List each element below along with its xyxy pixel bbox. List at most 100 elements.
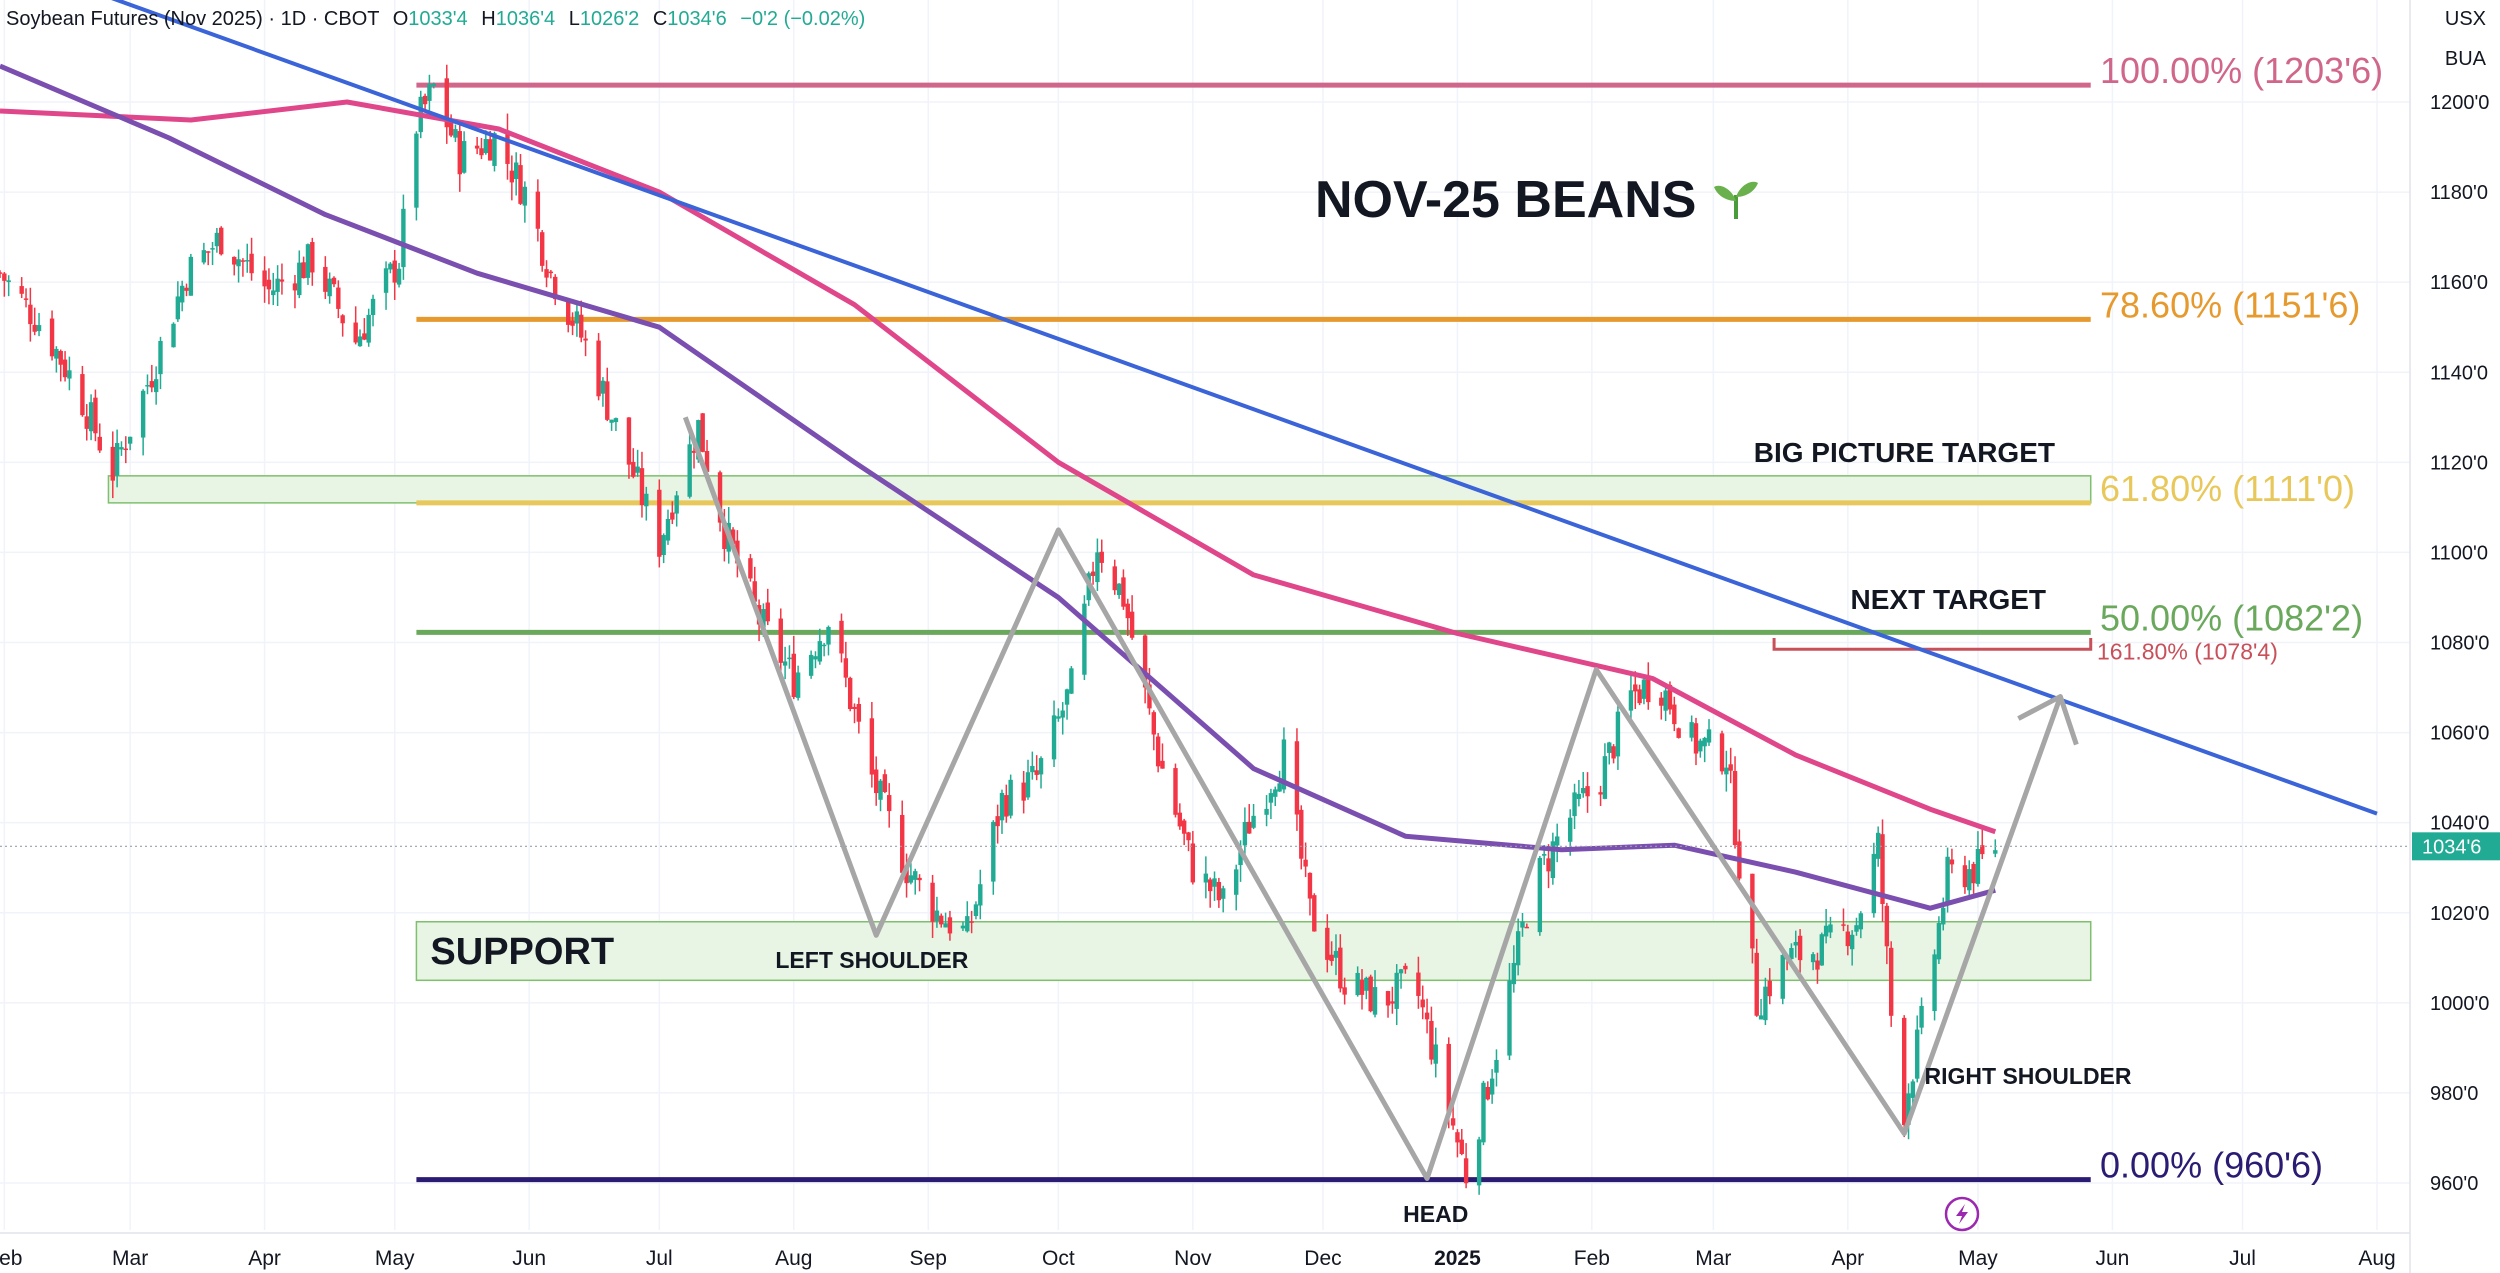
fib-level-label: 0.00% (960'6) xyxy=(2100,1145,2323,1186)
candle xyxy=(301,262,306,279)
candle xyxy=(58,350,63,365)
fib-level-label: 50.00% (1082'2) xyxy=(2100,597,2363,638)
last-price-tag xyxy=(2412,832,2500,861)
candle xyxy=(1064,689,1070,705)
candle xyxy=(340,315,345,324)
candle xyxy=(1615,711,1621,757)
candle xyxy=(188,256,194,296)
candle xyxy=(401,208,406,268)
candle xyxy=(279,279,285,282)
candle xyxy=(1767,980,1772,997)
candle xyxy=(1203,873,1209,883)
candle xyxy=(1489,1078,1495,1095)
candle xyxy=(1177,812,1183,827)
candle xyxy=(583,338,588,341)
candle xyxy=(1038,758,1044,775)
candle xyxy=(1793,941,1798,946)
candle xyxy=(245,260,250,262)
candle xyxy=(869,718,875,775)
candle xyxy=(474,145,480,149)
low-label: L xyxy=(568,8,580,30)
account-unit[interactable]: BUA xyxy=(2444,48,2486,70)
candle xyxy=(1247,821,1252,834)
candle xyxy=(1368,976,1373,1012)
last-price-label: 1034'6 xyxy=(2422,836,2481,858)
candle xyxy=(1424,1012,1430,1020)
candle xyxy=(873,769,879,794)
candle xyxy=(674,495,679,514)
candle xyxy=(444,78,449,128)
head-label: HEAD xyxy=(1403,1201,1468,1227)
lightning-icon[interactable] xyxy=(1944,1196,1980,1232)
currency-unit[interactable]: USX xyxy=(2444,8,2486,30)
candle xyxy=(579,314,584,338)
candle xyxy=(145,385,150,387)
candle xyxy=(1585,786,1590,797)
candle xyxy=(1706,729,1712,743)
candle xyxy=(808,654,814,676)
candle xyxy=(1971,863,1976,884)
candle xyxy=(214,232,220,247)
x-tick-label: Mar xyxy=(112,1247,148,1270)
chart-title: NOV-25 BEANS xyxy=(1315,171,1696,229)
candle xyxy=(67,370,72,379)
candle xyxy=(240,260,246,262)
y-tick-label: 1160'0 xyxy=(2430,272,2488,294)
candle xyxy=(1754,952,1759,1016)
candle xyxy=(275,278,280,292)
candle xyxy=(1854,925,1859,932)
candle xyxy=(1663,690,1668,711)
candle xyxy=(1758,1015,1764,1020)
candle xyxy=(1034,770,1039,775)
candle xyxy=(1021,782,1026,801)
y-tick-label: 1140'0 xyxy=(2430,362,2488,384)
candle xyxy=(626,417,632,465)
candle xyxy=(1550,841,1556,879)
candle xyxy=(1238,850,1243,866)
candle xyxy=(1173,768,1178,815)
candle xyxy=(1641,679,1647,699)
candle xyxy=(1845,931,1851,947)
candle xyxy=(80,374,85,416)
candle xyxy=(600,380,606,394)
candle xyxy=(1689,722,1694,738)
candle xyxy=(457,131,462,175)
candle xyxy=(62,359,68,378)
candle xyxy=(1090,571,1096,576)
candle xyxy=(2,273,7,281)
x-tick-label: Mar xyxy=(1695,1247,1731,1270)
candle xyxy=(1611,746,1616,759)
candle xyxy=(1030,765,1035,773)
candle xyxy=(826,626,831,645)
candle xyxy=(1142,635,1148,688)
candle xyxy=(518,165,523,204)
candle xyxy=(1390,1001,1395,1004)
candle xyxy=(1875,832,1881,859)
candle xyxy=(700,413,705,452)
candle xyxy=(1403,965,1408,970)
extension-level-line xyxy=(1772,637,2093,651)
candle xyxy=(123,448,128,451)
candle xyxy=(266,279,272,290)
candle xyxy=(1667,684,1673,710)
candle xyxy=(1789,948,1794,960)
target-arrowhead xyxy=(2017,694,2079,746)
candle xyxy=(422,95,428,105)
change-value: −0'2 (−0.02%) xyxy=(740,8,866,30)
y-tick-label: 1060'0 xyxy=(2430,723,2489,745)
candle xyxy=(310,242,315,273)
candle xyxy=(153,379,159,393)
candle xyxy=(19,286,24,294)
candle xyxy=(748,558,753,579)
candle xyxy=(782,661,788,666)
candle xyxy=(1698,740,1703,752)
candle xyxy=(1121,577,1126,607)
candle xyxy=(0,272,3,274)
candle xyxy=(110,446,115,481)
symbol-header: Soybean Futures (Nov 2025) · 1D · CBOT O… xyxy=(6,8,865,31)
x-tick-label: Feb xyxy=(1574,1247,1610,1270)
candle xyxy=(1186,832,1191,841)
x-tick-label: Oct xyxy=(1042,1247,1075,1270)
candle xyxy=(1815,960,1820,970)
